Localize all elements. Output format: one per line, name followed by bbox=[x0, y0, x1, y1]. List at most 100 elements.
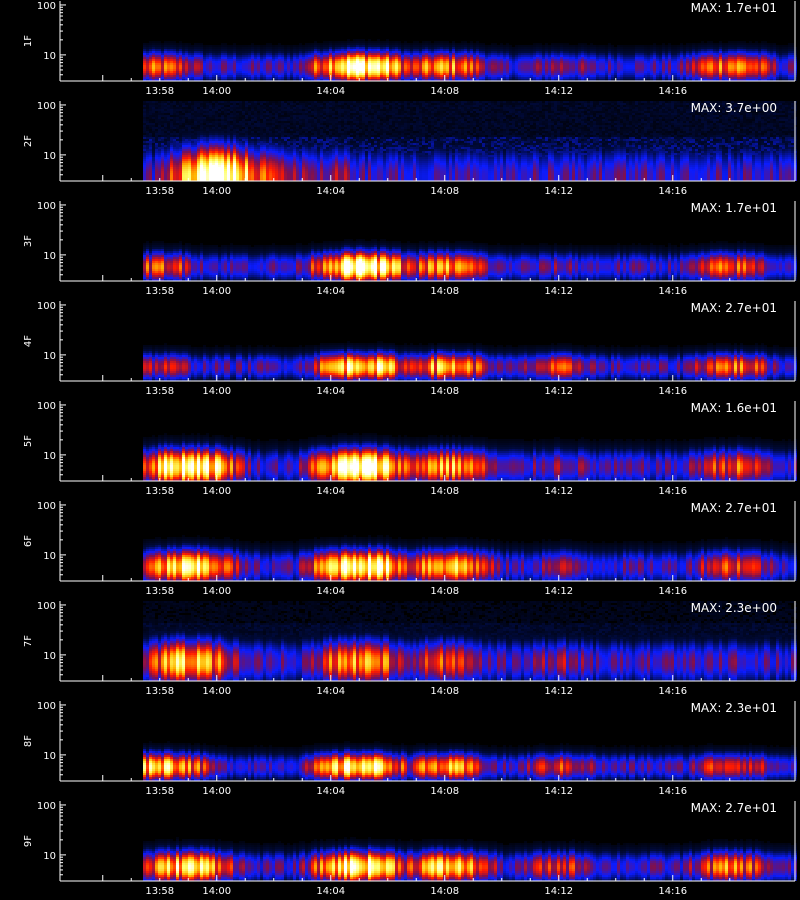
heatmap-cell bbox=[737, 73, 740, 75]
heatmap-cell bbox=[740, 45, 743, 47]
heatmap-cell bbox=[170, 129, 173, 131]
heatmap-cell bbox=[584, 49, 587, 51]
heatmap-cell bbox=[476, 57, 479, 59]
heatmap-cell bbox=[167, 61, 170, 63]
heatmap-cell bbox=[341, 77, 344, 79]
heatmap-cell bbox=[392, 49, 395, 51]
heatmap-cell bbox=[473, 43, 476, 45]
heatmap-cell bbox=[602, 51, 605, 53]
heatmap-cell bbox=[194, 149, 197, 151]
heatmap-cell bbox=[665, 53, 668, 55]
heatmap-cell bbox=[392, 69, 395, 71]
heatmap-cell bbox=[167, 153, 170, 155]
heatmap-cell bbox=[515, 45, 518, 47]
heatmap-cell bbox=[233, 43, 236, 45]
heatmap-cell bbox=[290, 63, 293, 65]
heatmap-cell bbox=[548, 67, 551, 69]
heatmap-cell bbox=[584, 61, 587, 63]
heatmap-cell bbox=[398, 51, 401, 53]
heatmap-cell bbox=[566, 45, 569, 47]
heatmap-cell bbox=[179, 151, 182, 153]
heatmap-cell bbox=[428, 71, 431, 73]
heatmap-cell bbox=[722, 49, 725, 51]
heatmap-cell bbox=[728, 47, 731, 49]
heatmap-cell bbox=[179, 173, 182, 175]
heatmap-cell bbox=[446, 53, 449, 55]
heatmap-cell bbox=[179, 67, 182, 69]
heatmap-cell bbox=[179, 147, 182, 149]
heatmap-cell bbox=[371, 55, 374, 57]
heatmap-cell bbox=[332, 67, 335, 69]
heatmap-cell bbox=[185, 133, 188, 135]
heatmap-cell bbox=[521, 51, 524, 53]
heatmap-cell bbox=[191, 49, 194, 51]
heatmap-cell bbox=[362, 65, 365, 67]
heatmap-cell bbox=[650, 67, 653, 69]
heatmap-cell bbox=[470, 63, 473, 65]
heatmap-cell bbox=[182, 51, 185, 53]
heatmap-cell bbox=[683, 57, 686, 59]
heatmap-cell bbox=[587, 53, 590, 55]
heatmap-cell bbox=[254, 51, 257, 53]
heatmap-cell bbox=[776, 79, 779, 81]
heatmap-cell bbox=[347, 79, 350, 81]
heatmap-cell bbox=[188, 77, 191, 79]
heatmap-cell bbox=[170, 139, 173, 141]
heatmap-cell bbox=[350, 69, 353, 71]
heatmap-cell bbox=[158, 169, 161, 171]
heatmap-cell bbox=[650, 61, 653, 63]
heatmap-cell bbox=[452, 61, 455, 63]
heatmap-cell bbox=[557, 71, 560, 73]
heatmap-cell bbox=[326, 59, 329, 61]
heatmap-cell bbox=[494, 61, 497, 63]
heatmap-cell bbox=[788, 61, 791, 63]
heatmap-cell bbox=[185, 109, 188, 111]
heatmap-cell bbox=[230, 67, 233, 69]
heatmap-cell bbox=[425, 69, 428, 71]
heatmap-cell bbox=[308, 77, 311, 79]
heatmap-cell bbox=[341, 79, 344, 81]
heatmap-cell bbox=[389, 77, 392, 79]
heatmap-cell bbox=[380, 41, 383, 43]
heatmap-cell bbox=[263, 79, 266, 81]
heatmap-cell bbox=[788, 73, 791, 75]
heatmap-cell bbox=[164, 57, 167, 59]
heatmap-cell bbox=[497, 45, 500, 47]
heatmap-cell bbox=[668, 47, 671, 49]
heatmap-cell bbox=[182, 155, 185, 157]
heatmap-cell bbox=[641, 53, 644, 55]
heatmap-cell bbox=[680, 53, 683, 55]
heatmap-cell bbox=[185, 115, 188, 117]
heatmap-cell bbox=[464, 73, 467, 75]
heatmap-cell bbox=[695, 73, 698, 75]
heatmap-cell bbox=[191, 145, 194, 147]
heatmap-cell bbox=[179, 121, 182, 123]
heatmap-cell bbox=[188, 161, 191, 163]
heatmap-cell bbox=[386, 55, 389, 57]
heatmap-cell bbox=[176, 177, 179, 179]
heatmap-cell bbox=[560, 47, 563, 49]
heatmap-cell bbox=[473, 59, 476, 61]
heatmap-cell bbox=[548, 69, 551, 71]
heatmap-cell bbox=[191, 177, 194, 179]
heatmap-cell bbox=[419, 43, 422, 45]
heatmap-cell bbox=[740, 41, 743, 43]
heatmap-cell bbox=[170, 59, 173, 61]
heatmap-cell bbox=[305, 55, 308, 57]
heatmap-cell bbox=[269, 61, 272, 63]
heatmap-cell bbox=[332, 69, 335, 71]
heatmap-cell bbox=[434, 59, 437, 61]
heatmap-cell bbox=[152, 47, 155, 49]
heatmap-cell bbox=[428, 63, 431, 65]
heatmap-cell bbox=[185, 143, 188, 145]
heatmap-cell bbox=[179, 155, 182, 157]
heatmap-cell bbox=[710, 57, 713, 59]
heatmap-cell bbox=[440, 43, 443, 45]
heatmap-cell bbox=[245, 71, 248, 73]
y-axis-label: 1F bbox=[23, 35, 34, 47]
heatmap-cell bbox=[398, 69, 401, 71]
heatmap-cell bbox=[458, 47, 461, 49]
heatmap-cell bbox=[158, 47, 161, 49]
heatmap-cell bbox=[752, 65, 755, 67]
heatmap-cell bbox=[503, 47, 506, 49]
